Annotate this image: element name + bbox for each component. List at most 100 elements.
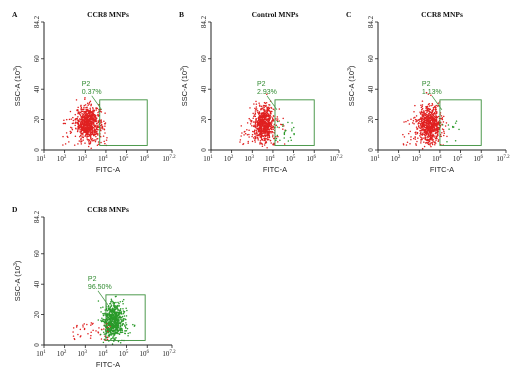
data-point — [413, 123, 415, 125]
data-point — [84, 110, 87, 113]
data-point — [429, 120, 431, 122]
data-point — [82, 132, 84, 134]
data-point — [115, 313, 118, 316]
data-point — [110, 320, 113, 322]
data-point — [80, 132, 83, 134]
data-point — [93, 139, 95, 142]
data-point — [79, 135, 81, 138]
data-point — [265, 132, 267, 134]
data-point — [92, 130, 95, 132]
gate-pointer — [97, 290, 109, 306]
data-point — [270, 132, 272, 134]
data-point — [426, 111, 428, 114]
data-point — [80, 116, 83, 118]
data-point — [411, 122, 414, 124]
x-axis-title: FITC-A — [96, 360, 120, 369]
data-point — [113, 317, 116, 320]
data-point — [424, 137, 426, 140]
data-point — [267, 117, 270, 120]
data-point — [97, 113, 99, 116]
data-point — [272, 125, 274, 127]
data-point — [97, 143, 100, 146]
data-point — [452, 126, 455, 128]
data-point — [102, 314, 105, 317]
data-point — [246, 122, 249, 124]
data-point — [427, 122, 429, 125]
data-point — [287, 121, 289, 124]
data-point — [118, 333, 121, 336]
data-point — [109, 320, 111, 323]
data-point — [122, 319, 125, 321]
data-point — [441, 124, 444, 126]
data-point — [111, 343, 114, 345]
data-point — [104, 335, 106, 337]
data-point — [75, 326, 78, 328]
data-point — [88, 103, 90, 105]
data-point — [433, 129, 436, 132]
data-point — [76, 130, 79, 133]
data-point — [282, 123, 284, 126]
data-point — [91, 114, 94, 116]
data-point — [422, 114, 425, 117]
data-point — [117, 301, 119, 304]
data-point — [90, 113, 92, 116]
data-point — [417, 125, 420, 128]
data-point — [267, 121, 269, 123]
data-point — [84, 98, 86, 101]
data-point — [121, 329, 124, 332]
data-point — [106, 310, 109, 312]
data-point — [72, 327, 75, 329]
axes — [377, 22, 506, 151]
data-point — [265, 93, 268, 96]
data-point — [107, 309, 110, 311]
gate-p2 — [439, 99, 482, 146]
data-point — [97, 111, 99, 114]
data-point — [124, 332, 126, 335]
data-point — [125, 315, 128, 317]
data-point — [86, 136, 88, 138]
data-point — [69, 110, 72, 113]
data-point — [256, 121, 259, 124]
data-point — [403, 136, 406, 138]
x-tick-exponent: 7.2 — [169, 155, 176, 160]
data-point — [263, 115, 266, 117]
data-point — [254, 141, 256, 143]
data-point — [425, 133, 428, 136]
data-point — [90, 138, 92, 141]
data-point — [437, 132, 439, 134]
data-point — [89, 337, 92, 339]
data-point — [117, 340, 120, 343]
data-point — [79, 129, 81, 131]
data-point — [89, 100, 92, 102]
data-point — [430, 121, 432, 123]
data-point — [408, 123, 411, 125]
data-point — [126, 309, 128, 312]
data-point — [265, 102, 268, 104]
data-point — [410, 138, 412, 141]
data-point — [100, 320, 103, 323]
data-point — [113, 338, 116, 341]
data-point — [111, 317, 113, 319]
data-point — [437, 134, 439, 137]
data-point — [420, 120, 422, 123]
y-tick-label: 20 — [33, 311, 41, 319]
data-point — [426, 105, 429, 108]
data-point — [71, 128, 74, 131]
data-point — [73, 337, 76, 340]
data-point — [114, 312, 117, 314]
data-point — [88, 120, 91, 122]
data-point — [83, 328, 86, 331]
data-point — [94, 140, 97, 143]
data-point — [258, 111, 261, 113]
data-point — [440, 135, 442, 138]
data-point — [74, 124, 76, 127]
data-point — [92, 126, 95, 129]
data-point — [420, 110, 423, 113]
y-tick-label: 20 — [367, 116, 375, 124]
data-point — [259, 133, 262, 136]
data-point — [109, 316, 112, 319]
y-tick-label: 84.2 — [200, 15, 208, 28]
x-tick-exponent: 1 — [210, 155, 213, 160]
panel-letter: B — [179, 10, 184, 19]
data-point — [95, 127, 98, 129]
